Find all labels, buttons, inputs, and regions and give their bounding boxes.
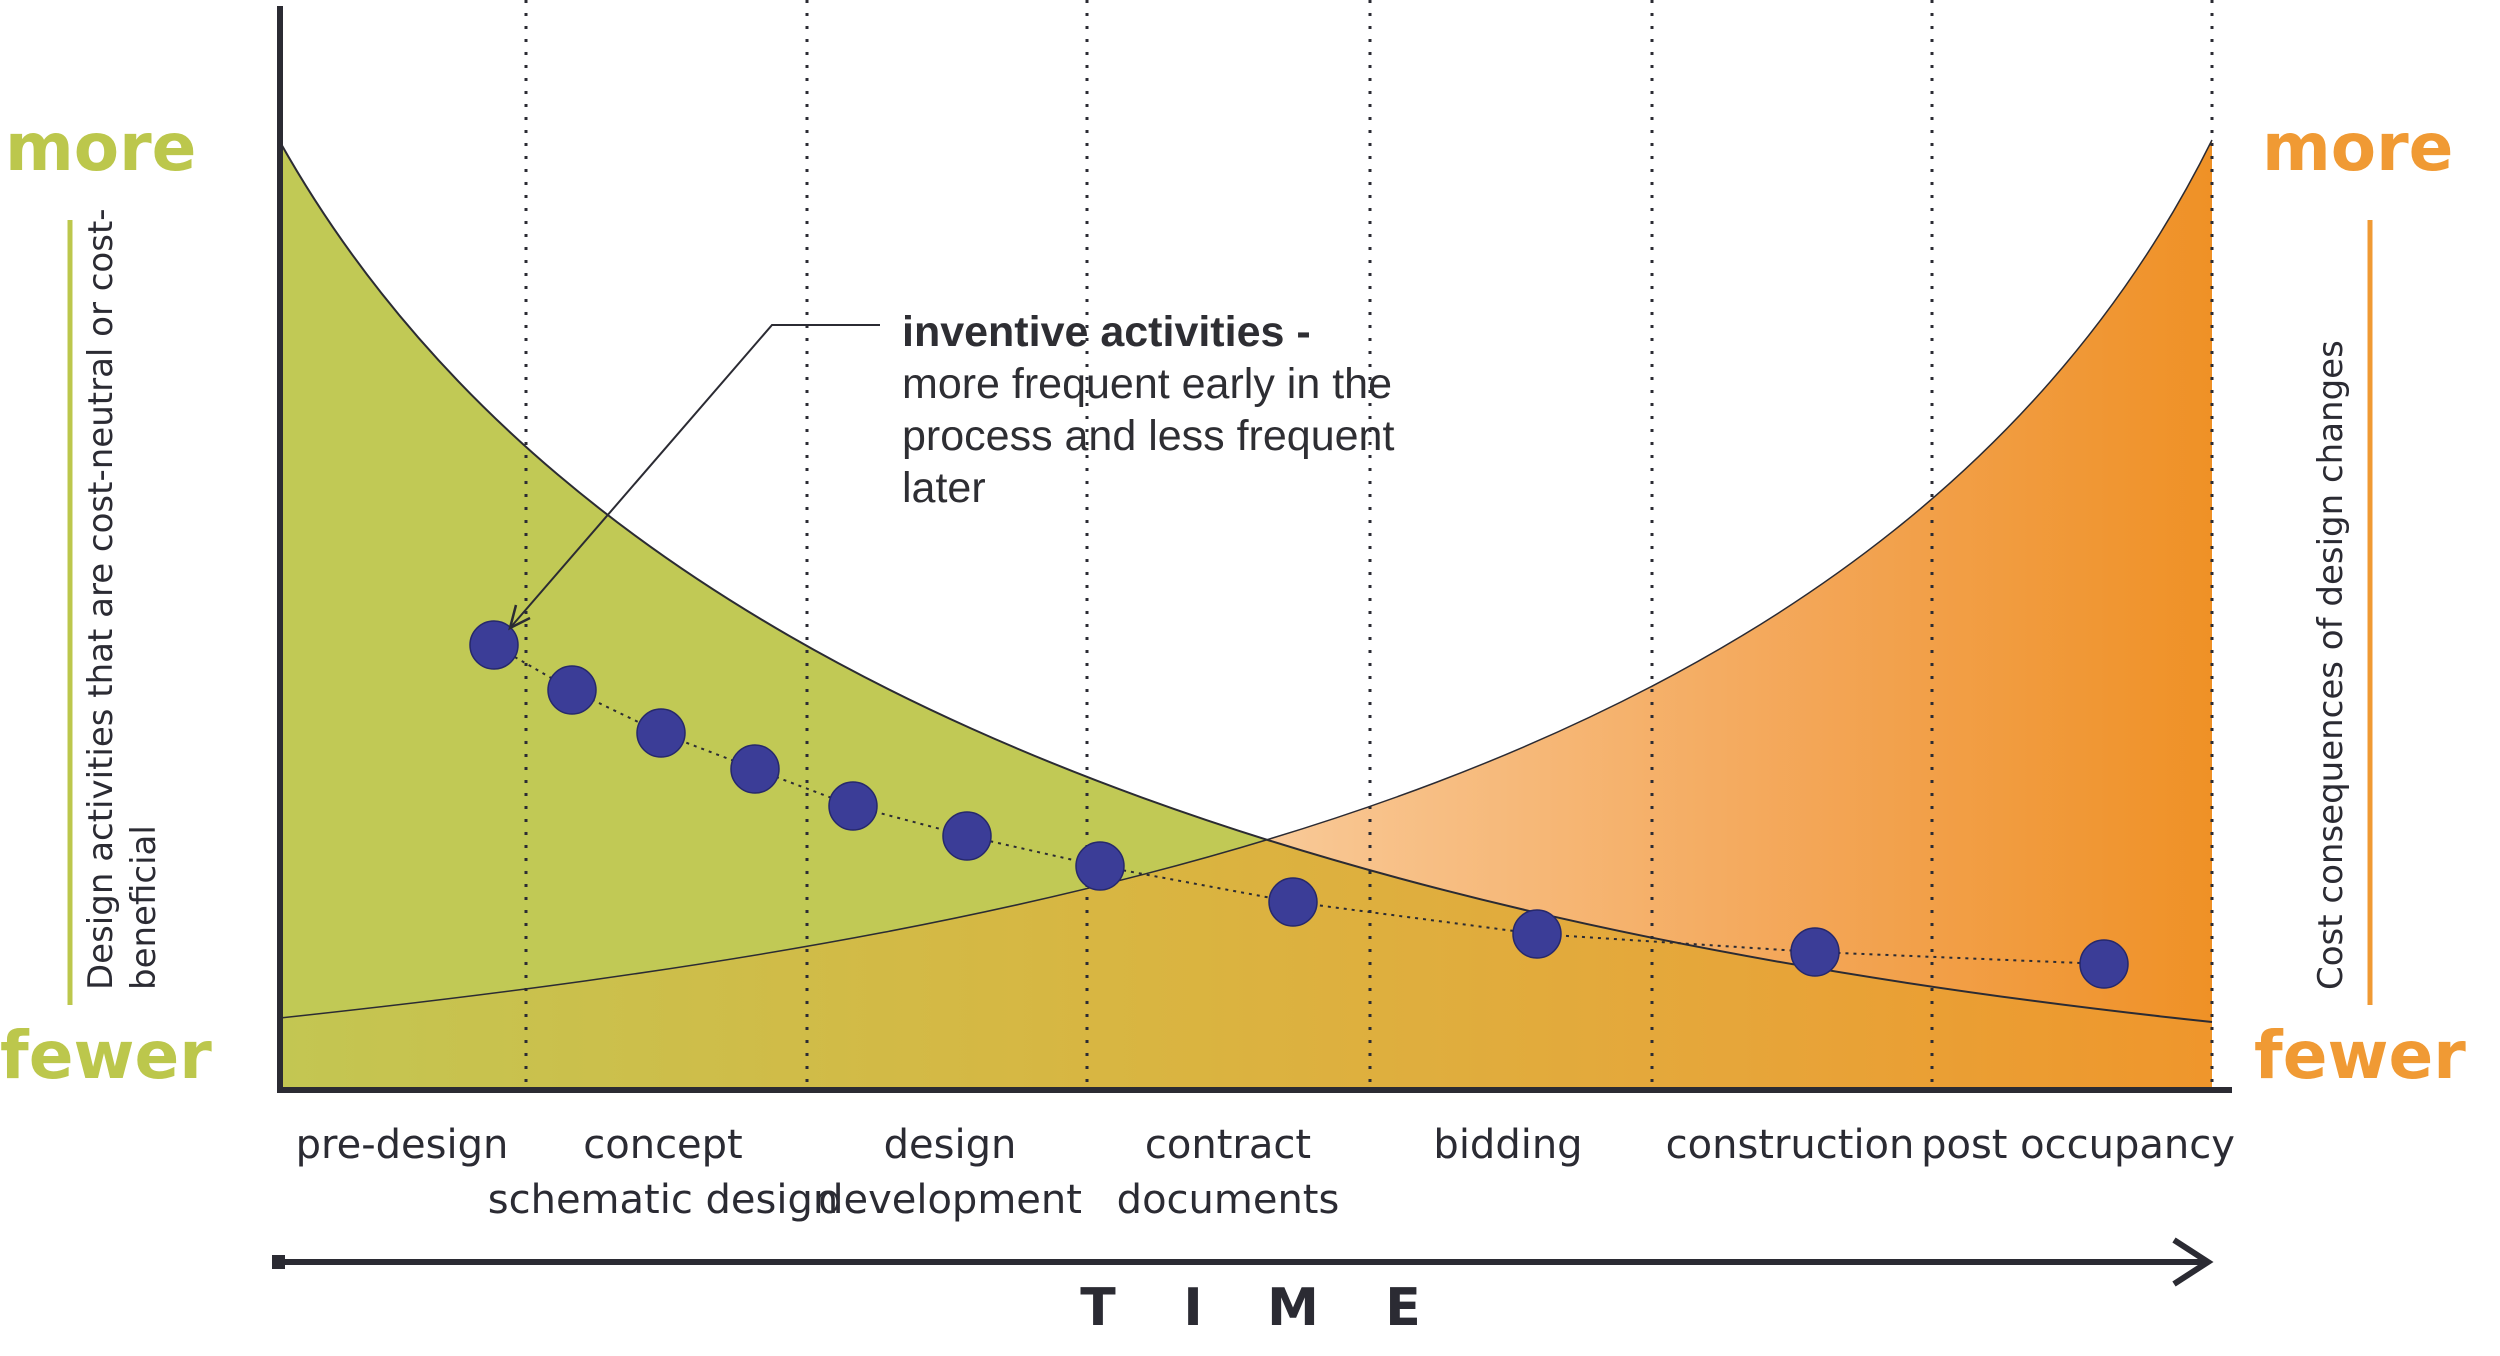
phase-post-occupancy: post occupancy — [1921, 1122, 2235, 1168]
phase-pre-design: pre-design — [296, 1122, 509, 1168]
phase-construction: construction — [1666, 1122, 1915, 1168]
annotation-line-3: later — [902, 464, 986, 512]
phase-contract-line2: documents — [1117, 1177, 1340, 1223]
orange-area — [280, 140, 2212, 1088]
phase-contract: contract — [1145, 1122, 1311, 1168]
green-curve — [279, 141, 2213, 1023]
right-more-label: more — [2262, 109, 2453, 186]
time-arrow-tail — [272, 1255, 285, 1269]
inventive-activity-dot — [1075, 841, 1125, 891]
inventive-activity-dot — [1268, 877, 1318, 927]
annotation-dash: - — [1284, 308, 1310, 356]
time-letter-e: E — [1385, 1278, 1421, 1338]
inventive-activity-dot — [547, 665, 597, 715]
left-fewer-label: fewer — [0, 1017, 212, 1094]
phase-labels: pre-design concept schematic design desi… — [296, 1122, 2235, 1223]
time-label: T I M E — [1080, 1278, 1421, 1338]
inventive-activity-dot — [1512, 909, 1562, 959]
annotation-line-2: process and less frequent — [902, 412, 1394, 460]
phase-concept: concept — [583, 1122, 743, 1168]
arrowhead-icon — [508, 604, 531, 631]
annotation-title: inventive activities — [902, 308, 1284, 356]
inventive-activity-dot — [469, 620, 519, 670]
time-letter-t: T — [1080, 1278, 1116, 1338]
left-axis-description-1: Design activities that are cost-neutral … — [81, 208, 121, 990]
inventive-activity-dot — [828, 781, 878, 831]
time-letter-i: I — [1183, 1278, 1202, 1338]
phase-concept-line2: schematic design — [488, 1177, 838, 1223]
annotation-leader — [509, 324, 880, 629]
left-more-label: more — [5, 109, 196, 186]
right-axis-description: Cost consequences of design changes — [2311, 340, 2351, 990]
green-area — [280, 142, 2212, 1088]
inventive-activity-dot — [730, 744, 780, 794]
right-fewer-label: fewer — [2254, 1017, 2466, 1094]
annotation-line-1: more frequent early in the — [902, 360, 1392, 408]
left-axis-description-2: beneficial — [124, 825, 164, 990]
inventive-activity-dot — [2079, 939, 2129, 989]
inventive-activity-dot — [942, 811, 992, 861]
orange-curve — [279, 139, 2213, 1019]
phase-bidding: bidding — [1433, 1122, 1582, 1168]
inventive-activity-dots — [469, 620, 2129, 989]
inventive-activity-dot — [1790, 927, 1840, 977]
phase-design-line2: development — [818, 1177, 1082, 1223]
inventive-activity-dot — [636, 708, 686, 758]
phase-design: design — [884, 1122, 1017, 1168]
arrow-right-icon — [2172, 1237, 2214, 1287]
time-letter-m: M — [1267, 1278, 1319, 1338]
annotation-text: inventive activities - — [902, 308, 1311, 356]
